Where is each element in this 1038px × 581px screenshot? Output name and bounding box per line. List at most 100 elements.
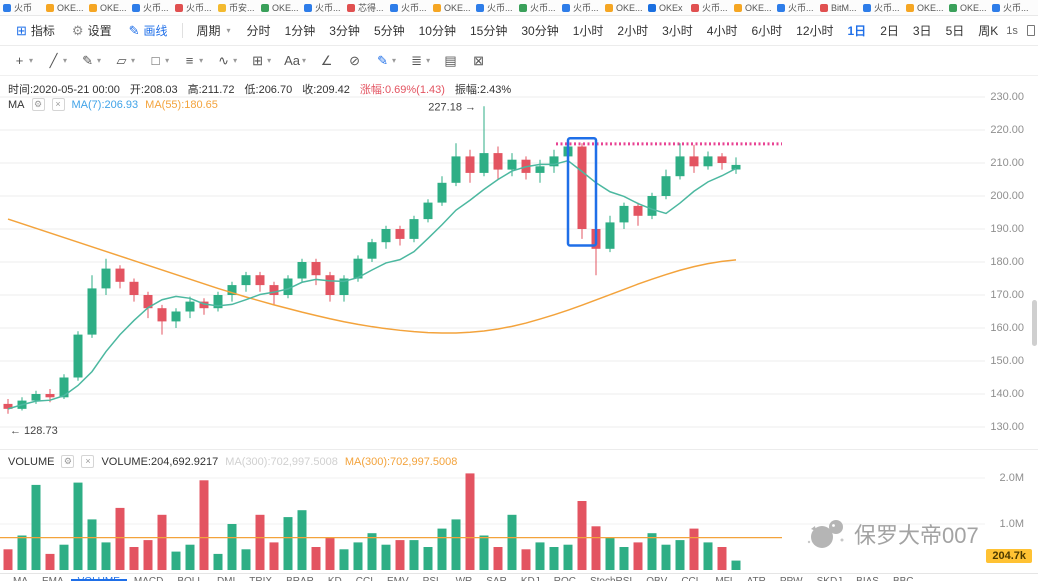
browser-tab[interactable]: OKE...	[261, 3, 298, 13]
price-axis-label: 210.00	[990, 157, 1024, 169]
browser-tab[interactable]: 火币	[3, 1, 40, 14]
angle-tool[interactable]: ∠	[313, 53, 340, 69]
shape-tool[interactable]: ▱ ▾	[108, 53, 141, 69]
highlighter-tool[interactable]: ✎ ▾	[369, 53, 402, 69]
tab-title: OKE...	[960, 2, 986, 13]
indicator-tab-KD[interactable]: KD	[321, 576, 349, 581]
trendline-tool[interactable]: ╱ ▾	[40, 53, 73, 69]
indicator-tab-BBC[interactable]: BBC	[886, 576, 921, 581]
draw-line-button[interactable]: ✎ 画线	[121, 22, 176, 39]
indicator-tab-SKDJ[interactable]: SKDJ	[810, 576, 850, 581]
timeframe-6小时[interactable]: 6小时	[751, 24, 783, 38]
indicator-tab-EMV[interactable]: EMV	[380, 576, 416, 581]
browser-tab[interactable]: OKE...	[949, 3, 986, 13]
timeframe-3分钟[interactable]: 3分钟	[329, 24, 360, 38]
wave-tool[interactable]: ∿ ▾	[210, 53, 243, 69]
indicator-tab-SAR[interactable]: SAR	[479, 576, 514, 581]
browser-tab[interactable]: 火币...	[132, 1, 169, 14]
indicator-tab-DMI[interactable]: DMI	[210, 576, 242, 581]
indicator-tab-WR[interactable]: WR	[449, 576, 480, 581]
period-dropdown[interactable]: 周期 ▾	[189, 22, 239, 39]
volume-close-icon[interactable]: ×	[81, 455, 95, 468]
indicator-tab-MACD[interactable]: MACD	[127, 576, 170, 581]
indicator-tab-BOLL[interactable]: BOLL	[170, 576, 210, 581]
browser-tab[interactable]: OKEx	[648, 3, 685, 13]
indicator-tab-ATR[interactable]: ATR	[740, 576, 773, 581]
price-axis-label: 170.00	[990, 289, 1024, 301]
browser-tab[interactable]: BitM...	[820, 3, 857, 13]
timeframe-分时[interactable]: 分时	[246, 24, 271, 38]
browser-tab[interactable]: 火币...	[992, 1, 1029, 14]
indicator-tab-MA[interactable]: MA	[6, 576, 35, 581]
browser-tab[interactable]: 火币...	[691, 1, 728, 14]
scrollbar-thumb[interactable]	[1032, 300, 1037, 346]
indicator-tab-EMA[interactable]: EMA	[35, 576, 71, 581]
timeframe-5分钟[interactable]: 5分钟	[373, 24, 405, 38]
timeframe-1日[interactable]: 1日	[847, 24, 867, 38]
browser-tab[interactable]: OKE...	[605, 3, 642, 13]
timeframe-1分钟[interactable]: 1分钟	[284, 24, 316, 38]
browser-tab[interactable]: OKE...	[46, 3, 83, 13]
tab-favicon	[949, 3, 957, 12]
indicator-tab-KDJ[interactable]: KDJ	[514, 576, 547, 581]
measure-tool[interactable]: ≣ ▾	[403, 53, 436, 69]
browser-tab[interactable]: OKE...	[734, 3, 771, 13]
browser-tab[interactable]: 火币...	[390, 1, 427, 14]
timeframe-2小时[interactable]: 2小时	[617, 24, 649, 38]
ma-settings-icon[interactable]: ⚙	[31, 98, 45, 111]
browser-tab[interactable]: 币安...	[218, 1, 255, 14]
circle-slash-tool[interactable]: ⊘	[341, 53, 368, 69]
main-toolbar: ⊞ 指标 ⚙ 设置 ✎ 画线 周期 ▾ 分时 1分钟 3分钟 5分钟 10分钟 15分钟 3…	[0, 16, 1038, 46]
fullscreen-icon[interactable]	[1026, 25, 1035, 36]
indicator-tab-OBV[interactable]: OBV	[639, 576, 674, 581]
browser-tab[interactable]: 火币...	[562, 1, 599, 14]
brush-tool[interactable]: ✎ ▾	[74, 53, 107, 69]
indicator-button[interactable]: ⊞ 指标	[8, 22, 63, 39]
browser-tab[interactable]: 火币...	[863, 1, 900, 14]
text-tool[interactable]: Aa ▾	[278, 53, 312, 68]
browser-tab[interactable]: OKE...	[433, 3, 470, 13]
timeframe-4小时[interactable]: 4小时	[706, 24, 738, 38]
timeframe-1小时[interactable]: 1小时	[572, 24, 604, 38]
timeframe-3小时[interactable]: 3小时	[662, 24, 693, 38]
browser-tab[interactable]: OKE...	[906, 3, 943, 13]
timeframe-12小时[interactable]: 12小时	[796, 24, 834, 38]
indicator-tab-CCI[interactable]: CCI	[349, 576, 380, 581]
snapshot-tool[interactable]: ▤	[437, 53, 464, 69]
indicator-tab-PSL[interactable]: PSL	[416, 576, 449, 581]
candlestick-chart[interactable]: 227.18 → ← 128.73	[0, 76, 1038, 581]
rectangle-tool[interactable]: □ ▾	[142, 53, 175, 68]
timeframe-5日[interactable]: 5日	[945, 24, 965, 38]
indicator-tab-TRIX[interactable]: TRIX	[242, 576, 279, 581]
parallel-lines-tool[interactable]: ≡ ▾	[176, 53, 209, 68]
ma-close-icon[interactable]: ×	[51, 98, 65, 111]
settings-button[interactable]: ⚙ 设置	[64, 22, 120, 39]
timeframe-30分钟[interactable]: 30分钟	[521, 24, 559, 38]
timeframe-3日[interactable]: 3日	[912, 24, 932, 38]
fibonacci-tool[interactable]: ⊞ ▾	[244, 53, 277, 69]
indicator-tab-StochRSI[interactable]: StochRSI	[583, 576, 639, 581]
indicator-tab-BRAR[interactable]: BRAR	[279, 576, 321, 581]
browser-tab[interactable]: 火币...	[777, 1, 814, 14]
indicator-tab-ROC[interactable]: ROC	[547, 576, 583, 581]
crosshair-tool[interactable]: + ▾	[6, 53, 39, 68]
indicator-tab-MFI[interactable]: MFI	[708, 576, 739, 581]
browser-tab[interactable]: 芯得...	[347, 1, 384, 14]
browser-tab[interactable]: 火币...	[476, 1, 513, 14]
indicator-tab-PPW[interactable]: PPW	[773, 576, 810, 581]
indicator-tab-BIAS[interactable]: BIAS	[849, 576, 886, 581]
browser-tab[interactable]: 火币...	[304, 1, 341, 14]
browser-tab[interactable]: 火币...	[519, 1, 556, 14]
timeframe-2日[interactable]: 2日	[880, 24, 899, 38]
timeframe-周K[interactable]: 周K	[978, 24, 999, 38]
indicator-tab-CCL[interactable]: CCL	[674, 576, 708, 581]
tab-title: 火币...	[573, 3, 599, 13]
browser-tab[interactable]: OKE...	[89, 3, 126, 13]
volume-settings-icon[interactable]: ⚙	[61, 455, 75, 468]
indicator-tab-VOLUME[interactable]: VOLUME	[70, 576, 127, 581]
timeframe-15分钟[interactable]: 15分钟	[469, 24, 508, 38]
trash-tool[interactable]: ⊠	[465, 53, 492, 69]
volume-ma300-label-1: MA(300):702,997.5008	[225, 455, 338, 468]
timeframe-10分钟[interactable]: 10分钟	[418, 24, 456, 38]
browser-tab[interactable]: 火币...	[175, 1, 212, 14]
